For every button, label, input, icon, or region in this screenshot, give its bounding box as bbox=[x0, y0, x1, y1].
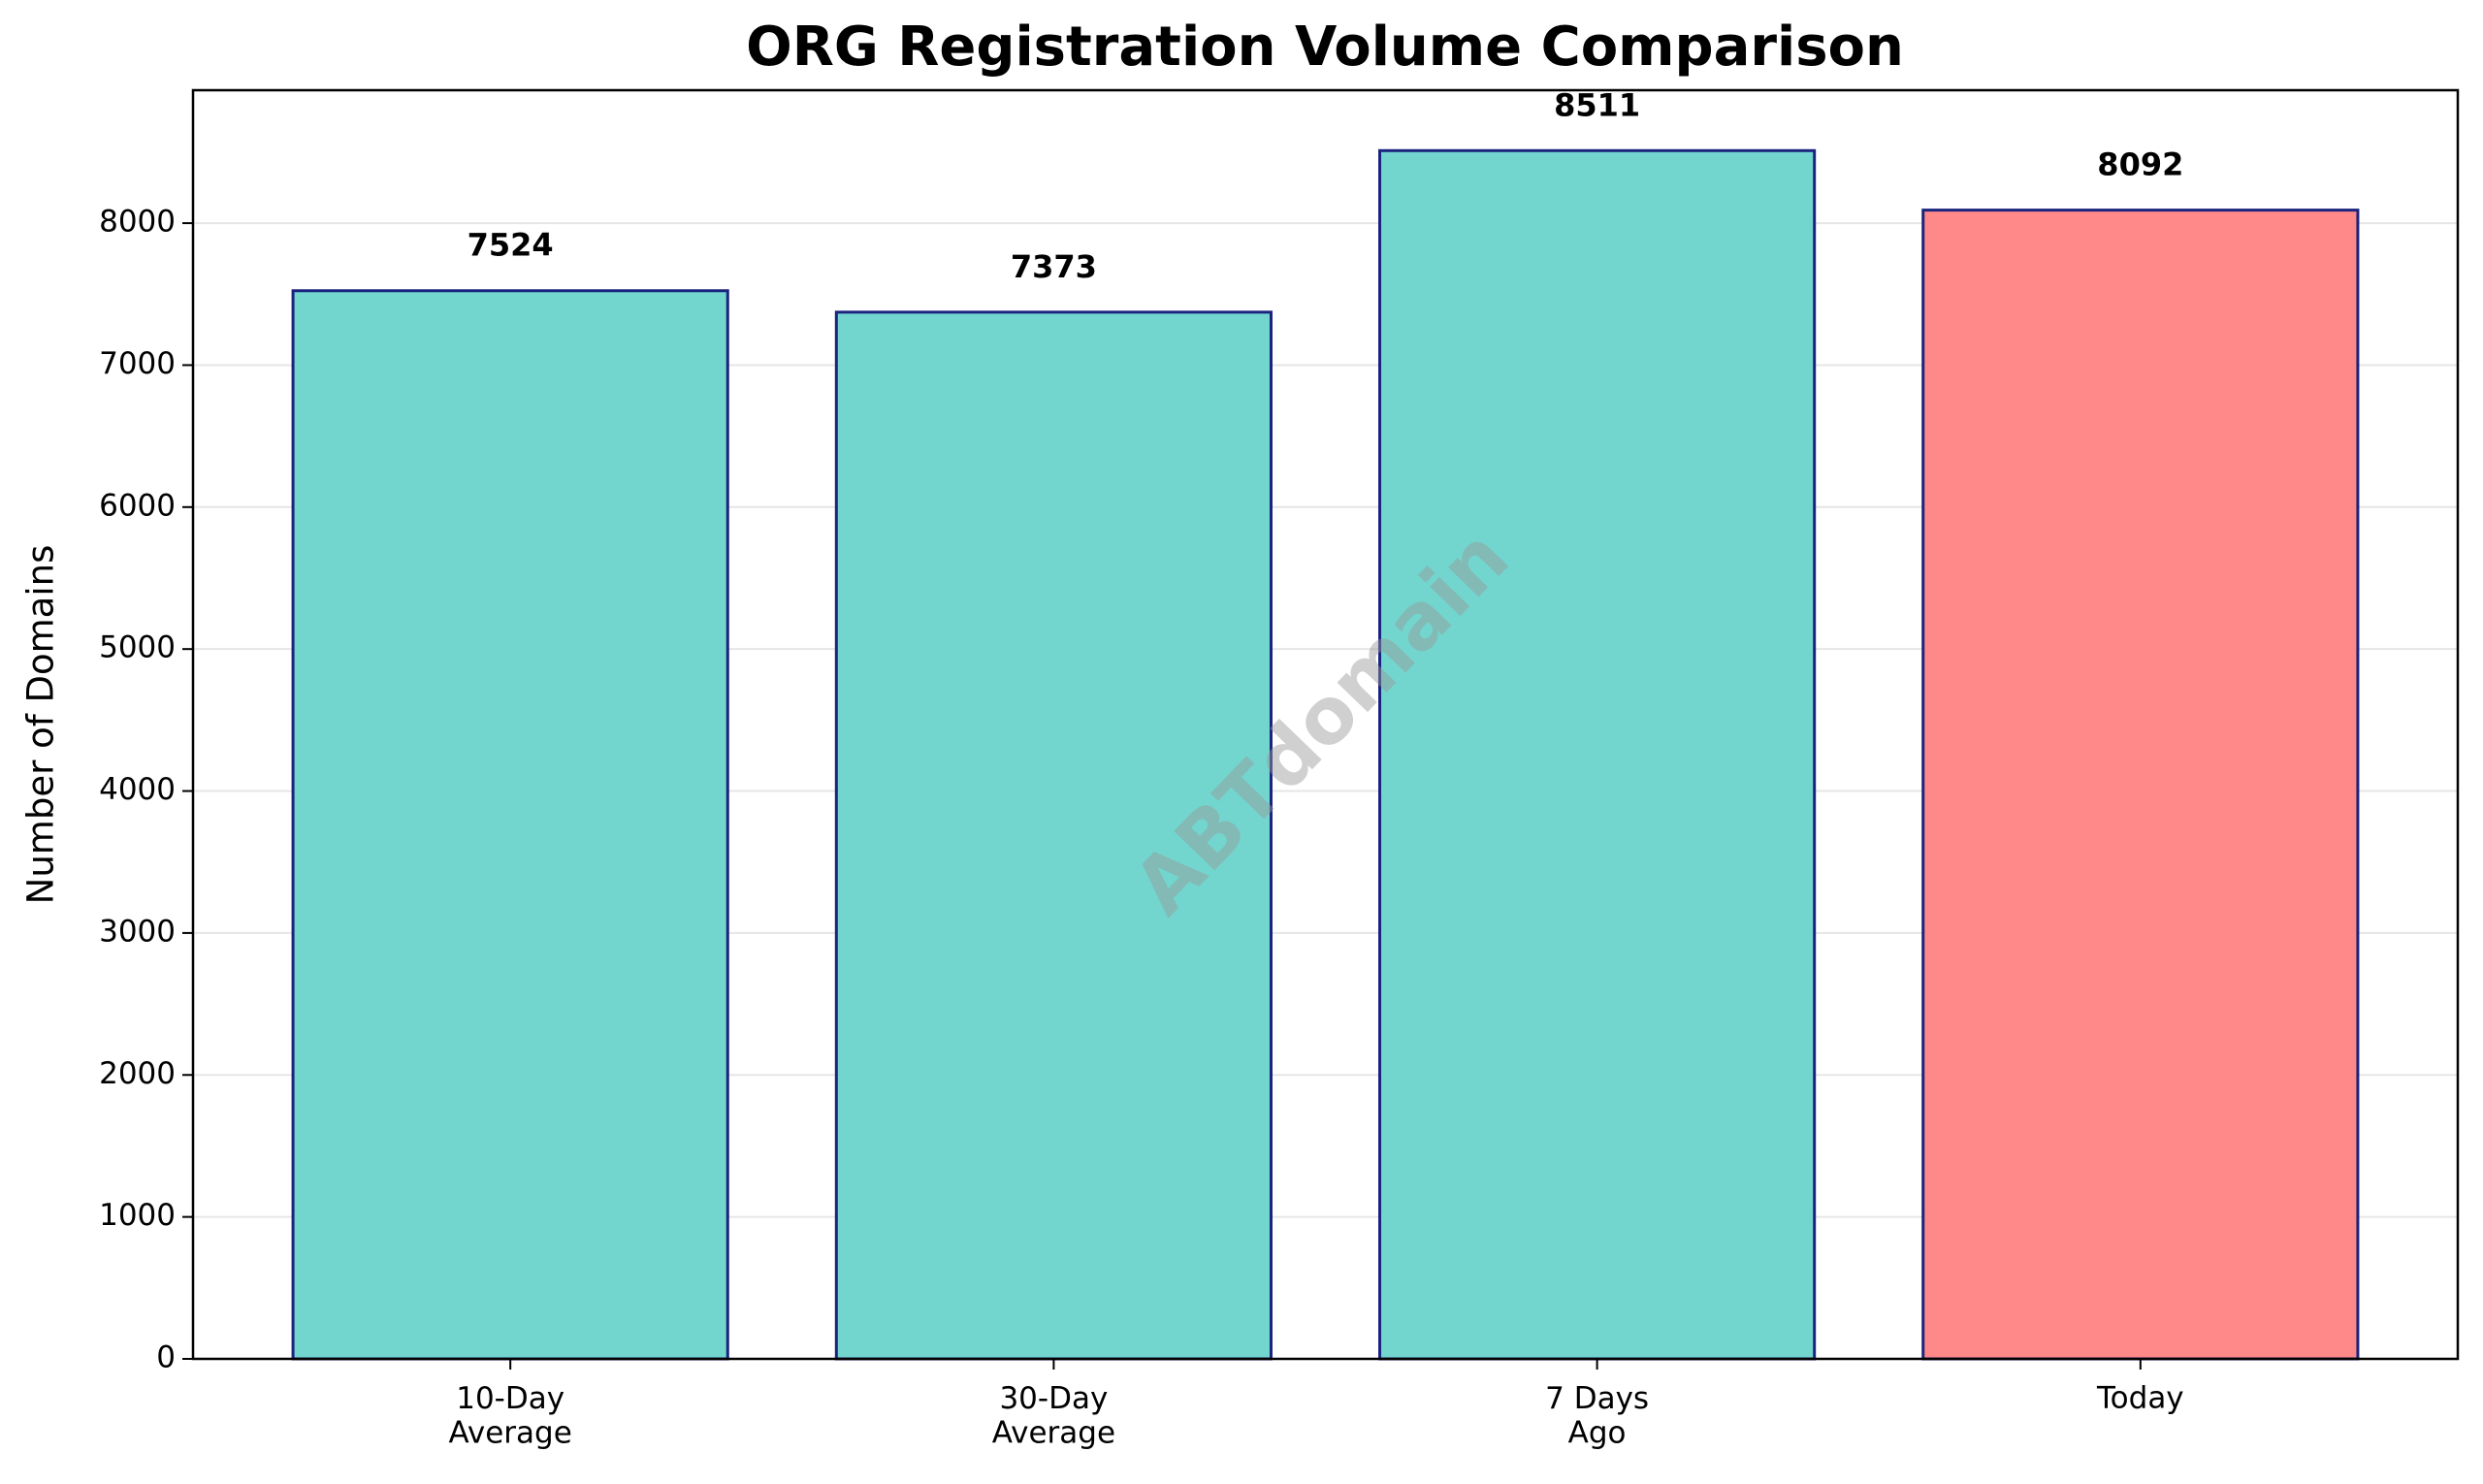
y-tick-label: 8000 bbox=[99, 205, 176, 240]
bar bbox=[1921, 209, 2360, 1361]
value-label: 8092 bbox=[2097, 146, 2183, 183]
bar bbox=[1378, 148, 1817, 1361]
y-tick-label: 7000 bbox=[99, 346, 176, 381]
bar bbox=[291, 289, 729, 1361]
y-axis-label: Number of Domains bbox=[20, 545, 62, 905]
y-tick-label: 2000 bbox=[99, 1056, 176, 1091]
value-label: 7524 bbox=[468, 227, 554, 264]
y-tick-label: 3000 bbox=[99, 914, 176, 949]
y-tick-label: 5000 bbox=[99, 630, 176, 665]
x-tick-label: Today bbox=[2096, 1381, 2184, 1416]
value-label: 8511 bbox=[1554, 86, 1640, 123]
x-tick-label: 7 Days Ago bbox=[1545, 1381, 1649, 1451]
plot-frame bbox=[191, 88, 2460, 1361]
y-tick-label: 4000 bbox=[99, 772, 176, 807]
chart-title: ORG Registration Volume Comparison bbox=[746, 16, 1904, 79]
y-tick-label: 6000 bbox=[99, 488, 176, 523]
bar bbox=[834, 310, 1273, 1361]
y-tick-label: 0 bbox=[156, 1340, 176, 1375]
x-tick-label: 10-Day Average bbox=[449, 1381, 572, 1451]
value-label: 7373 bbox=[1011, 248, 1097, 285]
y-tick-label: 1000 bbox=[99, 1198, 176, 1233]
x-tick-label: 30-Day Average bbox=[992, 1381, 1115, 1451]
